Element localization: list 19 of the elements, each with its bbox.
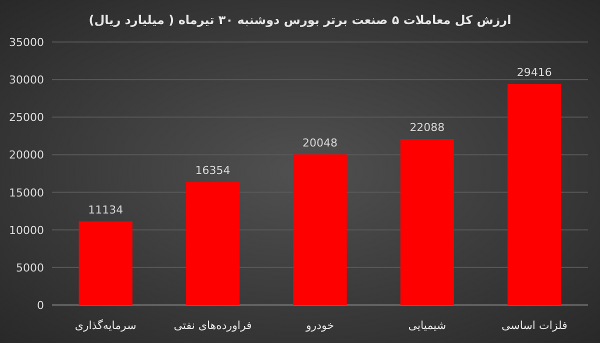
y-tick-label: 15000 — [9, 186, 44, 200]
data-label: 29416 — [516, 66, 552, 79]
y-tick-label: 0 — [37, 299, 44, 312]
data-label: 20048 — [302, 136, 338, 150]
y-tick-label: 5000 — [16, 261, 44, 274]
x-tick-label: فراورده‌های نفتی — [174, 319, 252, 332]
x-tick-label: خودرو — [304, 319, 334, 332]
y-tick-label: 10000 — [9, 224, 44, 237]
x-tick-label: فلزات اساسی — [501, 319, 568, 332]
data-label: 16354 — [195, 164, 230, 178]
data-label: 11134 — [88, 203, 124, 216]
y-tick-label: 30000 — [9, 74, 44, 87]
y-tick-label: 25000 — [9, 111, 44, 124]
y-tick-label: 35000 — [9, 36, 44, 49]
x-tick-label: سرمایه‌گذاری — [74, 319, 136, 332]
x-tick-label: شیمیایی — [408, 319, 446, 332]
chart-title: ارزش کل معاملات ۵ صنعت برتر بورس دوشنبه ۳۰ تیرماه ( میلیارد ریال) — [88, 13, 512, 27]
y-tick-label: 20000 — [9, 148, 44, 162]
data-label: 22088 — [410, 121, 445, 134]
